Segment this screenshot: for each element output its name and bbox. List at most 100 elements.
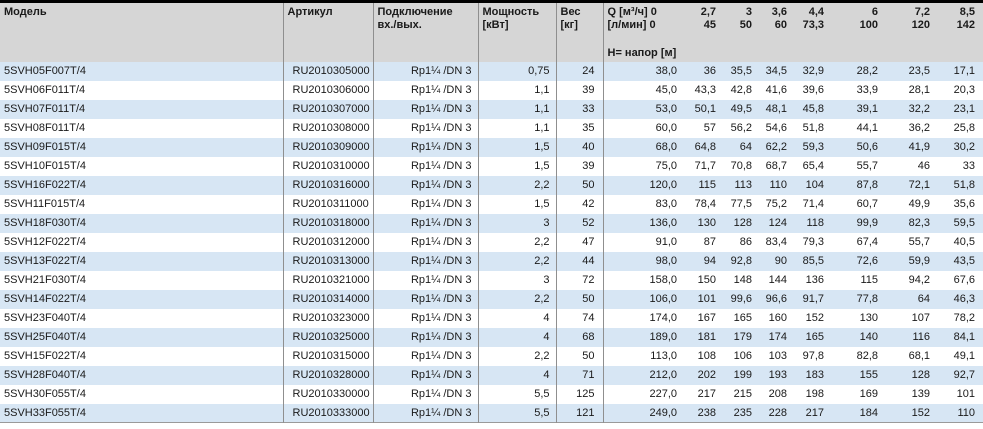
head-value-cell: 181 [685,327,724,347]
power-cell: 1,1 [478,118,557,138]
col-header-power: Мощность [кВт] [478,1,557,46]
head-value-cell: 94 [685,251,724,271]
head-value-cell: 51,8 [938,175,983,195]
head-value-cell: 91,7 [795,289,832,309]
article-cell: RU2010328000 [283,365,374,385]
power-cell: 5,5 [478,403,557,423]
head-value-cell: 139 [886,384,938,404]
article-cell: RU2010305000 [283,61,374,81]
head-value-cell: 59,5 [938,213,983,233]
head-value-cell: 33,9 [832,80,886,100]
model-cell: 5SVH10F015T/4 [0,156,284,176]
table-row: 5SVH11F015T/4 RU2010311000 Rp1¼ /DN 3 1,5 42… [0,194,983,214]
head-value-cell: 43,3 [685,80,724,100]
table-row: 5SVH15F022T/4 RU2010315000 Rp1¼ /DN 3 2,2 50… [0,346,983,366]
head-value-cell: 179 [724,327,760,347]
head-value-cell: 87 [685,232,724,252]
weight-cell: 121 [556,403,604,423]
head-value-cell: 32,9 [795,61,832,81]
head-value-cell: 55,7 [886,232,938,252]
head-value-cell: 96,6 [760,289,795,309]
head-value-cell: 150 [685,270,724,290]
col-header-flow-4: 4,4 73,3 [795,1,832,46]
col-header-connection: Подключение вх./вых. [373,1,479,46]
head-value-cell: 115 [832,270,886,290]
head-value-cell: 184 [832,403,886,423]
col-header-weight: Вес [кг] [556,1,604,46]
table-row: 5SVH16F022T/4 RU2010316000 Rp1¼ /DN 3 2,2 50… [0,175,983,195]
head-value-cell: 35,5 [724,61,760,81]
head-value-cell: 101 [685,289,724,309]
connection-cell: Rp1¼ /DN 3 [373,175,479,195]
article-cell: RU2010308000 [283,118,374,138]
model-cell: 5SVH08F011T/4 [0,118,284,138]
table-row: 5SVH12F022T/4 RU2010312000 Rp1¼ /DN 3 2,2 47… [0,232,983,252]
power-cell: 3 [478,213,557,233]
head-value-cell: 64 [724,137,760,157]
power-cell: 2,2 [478,232,557,252]
article-cell: RU2010330000 [283,384,374,404]
head-value-cell: 68,0 [603,137,685,157]
table-row: 5SVH13F022T/4 RU2010313000 Rp1¼ /DN 3 2,2 44… [0,251,983,271]
head-value-cell: 136 [795,270,832,290]
head-value-cell: 128 [886,365,938,385]
head-value-cell: 36 [685,61,724,81]
head-value-cell: 92,8 [724,251,760,271]
head-value-cell: 41,6 [760,80,795,100]
model-cell: 5SVH07F011T/4 [0,99,284,119]
col-header-article: Артикул [283,1,374,46]
head-value-cell: 17,1 [938,61,983,81]
head-value-cell: 110 [760,175,795,195]
head-value-cell: 107 [886,308,938,328]
head-value-cell: 77,8 [832,289,886,309]
head-value-cell: 199 [724,365,760,385]
head-value-cell: 115 [685,175,724,195]
weight-cell: 72 [556,270,604,290]
weight-cell: 68 [556,327,604,347]
head-value-cell: 189,0 [603,327,685,347]
table-row: 5SVH18F030T/4 RU2010318000 Rp1¼ /DN 3 3 52 13… [0,213,983,233]
article-cell: RU2010310000 [283,156,374,176]
head-value-cell: 43,5 [938,251,983,271]
weight-header-line1: Вес [560,6,581,18]
article-cell: RU2010311000 [283,194,374,214]
head-value-cell: 249,0 [603,403,685,423]
head-value-cell: 82,3 [886,213,938,233]
power-cell: 2,2 [478,346,557,366]
article-cell: RU2010309000 [283,137,374,157]
head-value-cell: 71,4 [795,194,832,214]
power-cell: 1,5 [478,137,557,157]
head-value-cell: 106,0 [603,289,685,309]
head-value-cell: 62,2 [760,137,795,157]
table-row: 5SVH23F040T/4 RU2010323000 Rp1¼ /DN 3 4 74 17… [0,308,983,328]
head-value-cell: 103 [760,346,795,366]
head-value-cell: 36,2 [886,118,938,138]
model-cell: 5SVH16F022T/4 [0,175,284,195]
head-value-cell: 23,5 [886,61,938,81]
power-cell: 2,2 [478,175,557,195]
head-value-cell: 45,0 [603,80,685,100]
connection-cell: Rp1¼ /DN 3 [373,118,479,138]
head-value-cell: 167 [685,308,724,328]
weight-cell: 40 [556,137,604,157]
weight-cell: 35 [556,118,604,138]
head-value-cell: 82,8 [832,346,886,366]
power-cell: 5,5 [478,384,557,404]
article-cell: RU2010316000 [283,175,374,195]
power-header-line1: Мощность [482,6,540,18]
table-row: 5SVH33F055T/4 RU2010333000 Rp1¼ /DN 3 5,5 12… [0,403,983,423]
connection-cell: Rp1¼ /DN 3 [373,289,479,309]
article-cell: RU2010325000 [283,327,374,347]
head-value-cell: 148 [724,270,760,290]
power-cell: 2,2 [478,289,557,309]
head-value-cell: 174 [760,327,795,347]
connection-cell: Rp1¼ /DN 3 [373,308,479,328]
weight-cell: 74 [556,308,604,328]
head-value-cell: 118 [795,213,832,233]
head-value-cell: 39,1 [832,99,886,119]
head-value-cell: 30,2 [938,137,983,157]
weight-cell: 42 [556,194,604,214]
head-value-cell: 60,7 [832,194,886,214]
head-value-cell: 113,0 [603,346,685,366]
head-value-cell: 65,4 [795,156,832,176]
